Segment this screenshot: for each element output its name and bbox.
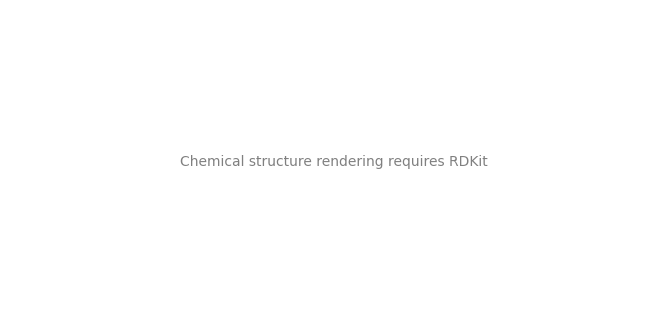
Text: Chemical structure rendering requires RDKit: Chemical structure rendering requires RD… [180,155,488,169]
